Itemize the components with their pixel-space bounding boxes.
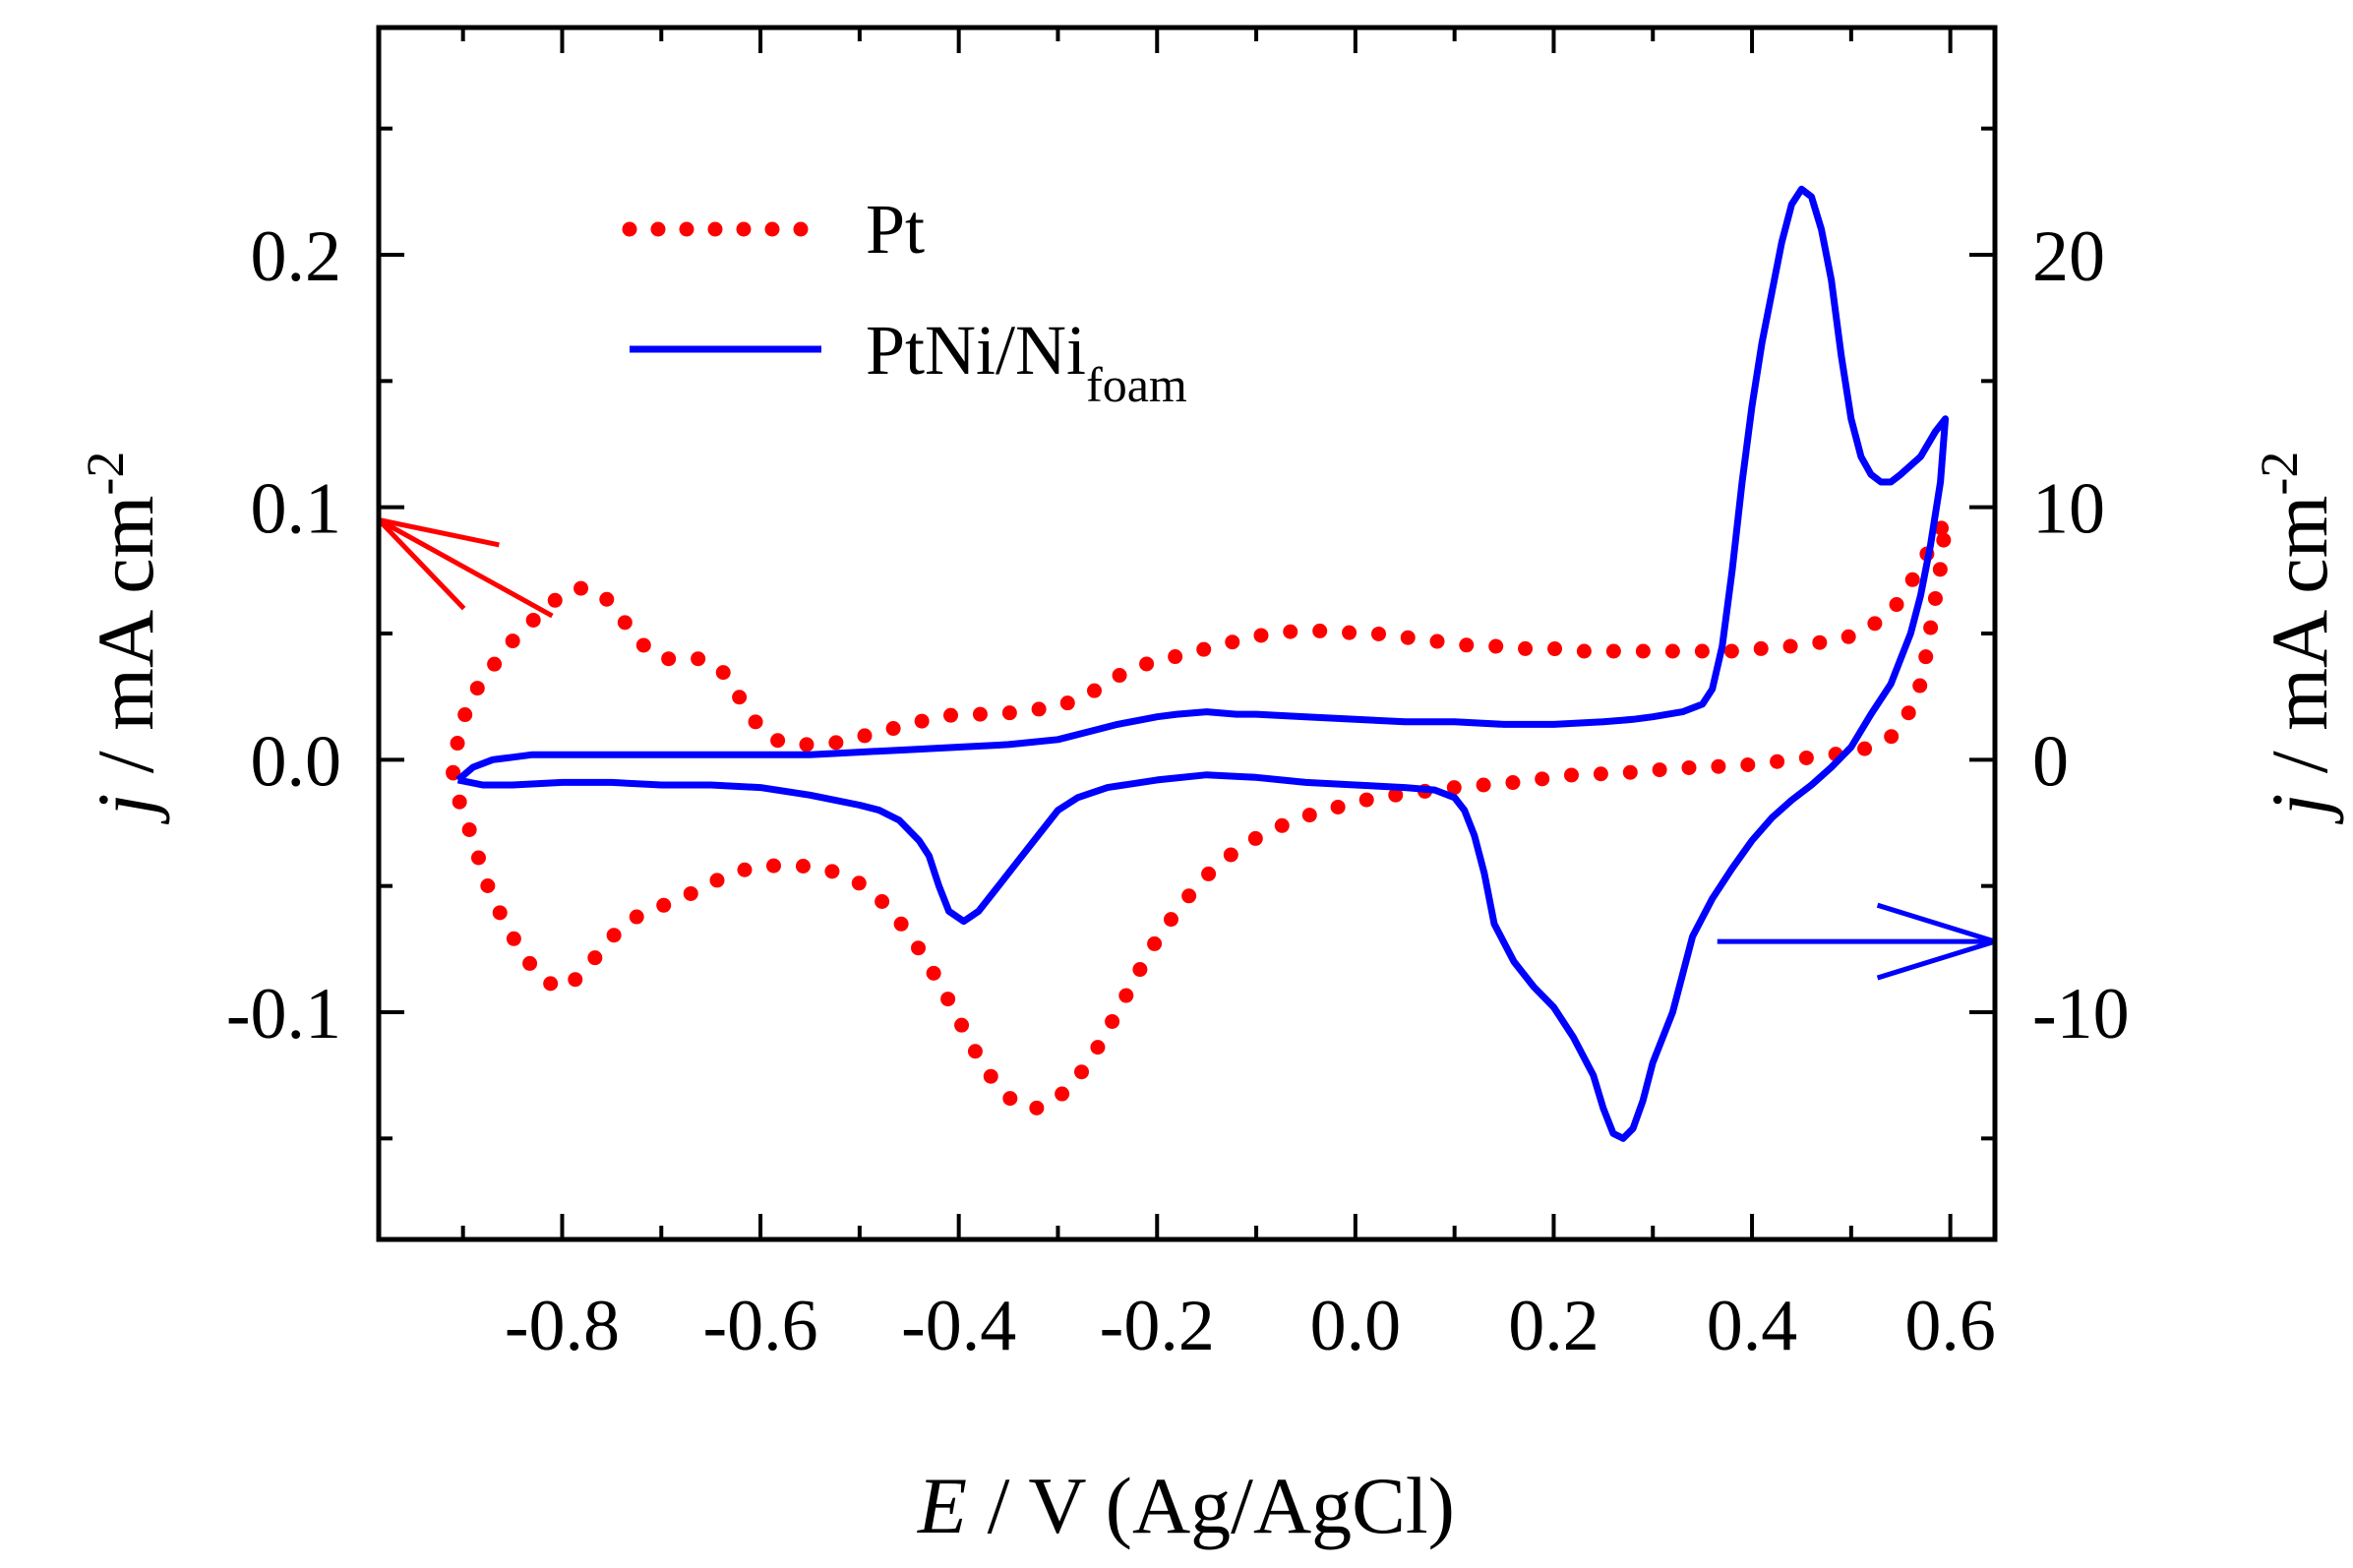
right-axis-arrow-head-a xyxy=(1876,902,1996,944)
right-axis-arrow-head-b xyxy=(1876,938,1996,981)
left-axis-arrow-shaft xyxy=(377,517,554,619)
y-left-title-symbol: j xyxy=(81,794,170,825)
legend-label-pt: Pt xyxy=(866,190,925,269)
y-left-tick-label: 0.2 xyxy=(251,216,342,297)
series-line-pt xyxy=(446,513,1954,1116)
x-axis-title: E / V (Ag/AgCl) xyxy=(917,1461,1455,1550)
y-left-title-exponent: -2 xyxy=(76,452,135,496)
tick-layer xyxy=(379,28,1995,1239)
series-line-ptni xyxy=(455,185,1950,1142)
y-left-tick-label: 0.1 xyxy=(251,469,342,550)
y-left-tick-label: -0.1 xyxy=(226,974,341,1055)
legend-label-ptni-main: PtNi/Ni xyxy=(866,311,1086,390)
y-right-axis-title: j / mA cm-2 xyxy=(2250,452,2344,825)
y-right-tick-label: 20 xyxy=(2032,216,2105,297)
x-tick-label: -0.6 xyxy=(702,1286,817,1366)
x-tick-label: -0.8 xyxy=(505,1286,620,1366)
x-tick-label: -0.4 xyxy=(901,1286,1016,1366)
y-left-axis-title: j / mA cm-2 xyxy=(76,452,170,825)
legend-label-ptni: PtNi/Nifoam xyxy=(866,311,1187,412)
x-axis-title-unit: / V (Ag/AgCl) xyxy=(967,1461,1455,1550)
x-axis-title-symbol: E xyxy=(917,1461,967,1550)
x-tick-label: 0.0 xyxy=(1310,1286,1402,1366)
y-right-title-symbol: j xyxy=(2255,794,2344,825)
y-right-tick-label: -10 xyxy=(2032,974,2130,1055)
y-right-tick-label: 10 xyxy=(2032,469,2105,550)
x-tick-label: 0.6 xyxy=(1904,1286,1996,1366)
legend-label-ptni-subscript: foam xyxy=(1086,357,1187,412)
y-left-tick-label: 0.0 xyxy=(251,721,342,802)
y-right-title-exponent: -2 xyxy=(2250,452,2309,496)
series-layer xyxy=(446,185,1954,1142)
legend: Pt PtNi/Nifoam xyxy=(622,190,1187,412)
tick-label-layer: -0.8 -0.6 -0.4 -0.2 0.0 0.2 0.4 0.6 -0.1 0.0 0.1 0.… xyxy=(226,216,2130,1366)
x-tick-label: 0.4 xyxy=(1707,1286,1798,1366)
y-right-title-unit: / mA cm xyxy=(2255,496,2344,794)
left-axis-arrow-head-b xyxy=(378,517,500,548)
x-tick-label: -0.2 xyxy=(1100,1286,1215,1366)
plot-frame xyxy=(376,25,1998,1242)
left-axis-arrow-head-a xyxy=(377,517,466,611)
y-right-tick-label: 0 xyxy=(2032,721,2069,802)
y-left-title-unit: / mA cm xyxy=(81,496,170,794)
x-tick-label: 0.2 xyxy=(1508,1286,1599,1366)
annotation-layer xyxy=(377,517,1996,981)
